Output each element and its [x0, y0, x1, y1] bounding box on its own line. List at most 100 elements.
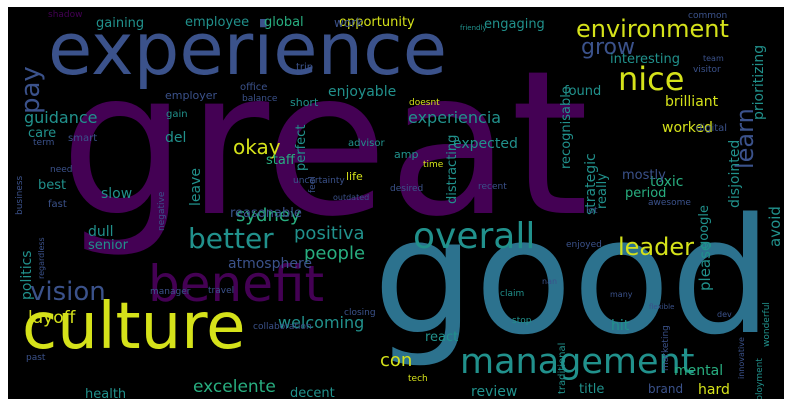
word-team: team: [703, 54, 724, 63]
word-shadow: shadow: [48, 10, 83, 20]
word-flexible: flexible: [649, 303, 675, 311]
word-culture: culture: [22, 290, 246, 364]
word-period: period: [625, 186, 667, 201]
word-brilliant: brilliant: [665, 94, 719, 110]
word-travel: travel: [208, 286, 235, 296]
word-life: life: [346, 170, 363, 183]
word-layoff: layoff: [28, 308, 76, 328]
word-trip: trip: [296, 62, 314, 73]
word-hard: hard: [698, 382, 730, 398]
word-sydney: sydney: [236, 205, 301, 226]
word-smart: smart: [68, 133, 98, 144]
word-marketing: marketing: [661, 325, 671, 372]
word-balance: balance: [242, 94, 278, 104]
word-manager: manager: [150, 287, 191, 297]
word-leave: leave: [188, 167, 204, 206]
word-decent: decent: [290, 386, 335, 399]
word-collaboration: collaboration: [253, 322, 312, 332]
word-distracting: distracting: [445, 134, 460, 204]
word-stop: stop: [512, 316, 532, 326]
word-grow: grow: [581, 35, 635, 60]
word-management: management: [460, 342, 695, 382]
word-employer: employer: [165, 89, 218, 102]
word-experience: experience: [48, 7, 448, 91]
word-digital: digital: [696, 123, 728, 134]
word-uncertainty: uncertainty: [293, 176, 345, 186]
word-cloud: great good experience culture benefit overall…: [8, 7, 784, 399]
word-vision: vision: [30, 277, 106, 307]
word-interesting: interesting: [610, 52, 680, 67]
word-really: really: [595, 172, 610, 209]
word-past: past: [26, 353, 46, 363]
word-del: del: [165, 130, 187, 146]
word-review: review: [471, 384, 518, 399]
word-dull: dull: [88, 224, 114, 240]
word-enjoyable: enjoyable: [328, 84, 397, 100]
word-traditional: traditional: [557, 342, 568, 394]
word-people: people: [304, 243, 366, 264]
word-many: many: [610, 290, 633, 299]
word-friendly: friendly: [460, 24, 487, 32]
word-politics: politics: [19, 249, 35, 300]
word-slow: slow: [101, 186, 133, 202]
word-best: best: [38, 178, 67, 193]
word-amp: amp: [394, 148, 419, 161]
word-advisor: advisor: [348, 138, 385, 149]
word-mental: mental: [674, 363, 724, 379]
word-experiencia: experiencia: [408, 108, 502, 127]
word-wonderful: wonderful: [762, 302, 772, 348]
word-good: good: [373, 183, 772, 370]
word-time: time: [423, 160, 444, 170]
word-staff: staff: [266, 153, 295, 168]
word-work: work: [334, 16, 364, 30]
word-atmosphere: atmosphere: [228, 256, 312, 272]
word-toxic: toxic: [650, 174, 684, 190]
word-environment: environment: [576, 15, 729, 43]
word-leader: leader: [618, 233, 695, 261]
word-senior: senior: [88, 238, 128, 253]
word-overall: overall: [413, 216, 536, 257]
word-opportunity: opportunity: [339, 15, 415, 30]
word-found: found: [564, 84, 602, 99]
word-avoid: avoid: [766, 205, 784, 247]
word-short: short: [290, 96, 319, 109]
word-negative: negative: [157, 191, 167, 232]
word-brand: brand: [648, 382, 684, 396]
word-tech: tech: [408, 374, 428, 384]
word-global: global: [264, 15, 304, 30]
word-okay: okay: [233, 135, 281, 159]
word-great: great: [60, 28, 589, 261]
word-awesome: awesome: [648, 198, 691, 208]
word-fast: fast: [48, 199, 67, 210]
word-disjointed: disjointed: [727, 139, 743, 208]
word-feel: feel: [308, 176, 318, 194]
word-nice: nice: [618, 60, 685, 98]
word-perfect: perfect: [294, 124, 309, 171]
word-office: office: [240, 82, 268, 93]
word-google: google: [697, 204, 712, 249]
word-visitor: visitor: [693, 65, 721, 75]
word-con: con: [380, 350, 413, 371]
word-welcoming: welcoming: [278, 313, 365, 332]
word-care: care: [28, 126, 57, 141]
word-closing: closing: [344, 308, 376, 318]
word-doesnt: doesnt: [409, 98, 440, 108]
word-outdated: outdated: [333, 193, 370, 202]
word-title: title: [579, 382, 605, 397]
word-excelente: excelente: [193, 377, 276, 397]
word-hit: hit: [611, 318, 630, 334]
word-recent: recent: [478, 182, 507, 192]
word-engaging: engaging: [484, 17, 545, 32]
word-common: common: [688, 11, 728, 21]
word-employment: employment: [755, 358, 765, 399]
word-term: term: [33, 138, 55, 148]
word-dev: dev: [717, 310, 732, 319]
word-positiva: positiva: [294, 223, 365, 244]
word-recognisable: recognisable: [559, 85, 574, 169]
word-expected: expected: [453, 136, 518, 152]
word-health: health: [85, 387, 127, 399]
word-reasonable: reasonable: [230, 206, 302, 221]
word-mostly: mostly: [622, 168, 666, 183]
word-enjoyed: enjoyed: [566, 240, 602, 250]
word-desired: desired: [390, 184, 424, 194]
